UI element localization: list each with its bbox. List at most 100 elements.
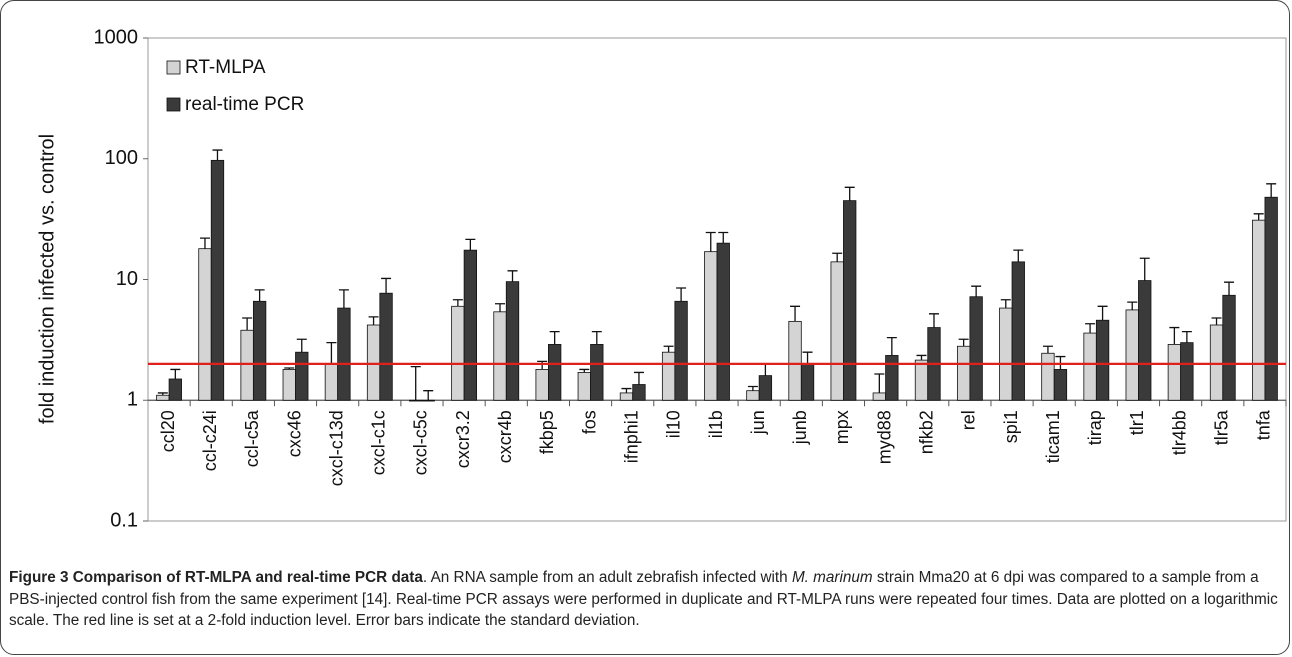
x-tick-label: nfkb2 (916, 410, 936, 454)
x-tick-label: ccl-c24i (200, 410, 220, 471)
x-tick-label: cxcr3.2 (453, 410, 473, 468)
error-bar (452, 299, 463, 307)
bar (1095, 319, 1110, 401)
error-bar (832, 252, 843, 262)
bar (619, 392, 634, 401)
bar (716, 242, 730, 401)
bar (674, 300, 688, 401)
error-bar (958, 338, 969, 347)
bar (788, 320, 802, 401)
x-tick-label: il10 (664, 410, 684, 438)
bar (1264, 196, 1278, 401)
error-bar (971, 285, 982, 297)
error-bar (296, 338, 307, 353)
bar (1222, 294, 1236, 401)
bar (168, 378, 182, 401)
bar (493, 311, 507, 401)
bar (252, 300, 267, 401)
error-bar (199, 237, 210, 249)
bar (1138, 280, 1152, 401)
caption-species: M. marinum (791, 569, 873, 586)
bar (366, 324, 381, 401)
error-bar (928, 313, 939, 328)
x-tick-label: ccl-c5a (242, 409, 262, 467)
x-tick-label: tnfa (1254, 409, 1274, 440)
error-bar (1266, 183, 1277, 198)
bar (999, 307, 1013, 401)
bar (590, 344, 604, 401)
error-bar (157, 392, 168, 396)
caption-text: strain Mma20 at 6 dpi was compared to a … (9, 569, 1278, 629)
bar (198, 248, 212, 401)
bar (282, 369, 296, 401)
error-bar (633, 371, 644, 385)
error-bar (1139, 257, 1150, 281)
bar (661, 351, 676, 401)
bar (843, 200, 857, 401)
bar (421, 399, 435, 402)
x-tick-label: rel (959, 410, 979, 430)
bar (548, 344, 562, 401)
bar (1167, 344, 1182, 401)
bar (379, 292, 393, 401)
error-bar (284, 367, 295, 370)
bar (872, 392, 886, 401)
chart: fold induction infected vs. control 0.1 1… (36, 26, 1287, 531)
error-bar (549, 330, 560, 345)
x-tick-label: tlr1 (1127, 410, 1147, 435)
bar (1083, 332, 1097, 401)
error-bar (495, 303, 506, 312)
error-bar (1000, 299, 1011, 309)
bar (830, 261, 844, 401)
error-bar (410, 365, 421, 401)
error-bar (760, 363, 771, 376)
error-bar (802, 351, 813, 364)
x-tick-label: fkbp5 (537, 410, 557, 454)
error-bar (1253, 213, 1264, 221)
x-tick-label: cxcl-c1c (369, 410, 389, 475)
error-bar (874, 373, 885, 393)
legend-swatch (166, 60, 181, 75)
bar (324, 363, 339, 401)
caption: Figure 3 Comparison of RT-MLPA and real-… (9, 567, 1281, 632)
bar (1252, 219, 1266, 401)
error-bar (537, 360, 548, 370)
error-bar (747, 385, 758, 391)
caption-text: . An RNA sample from an adult zebrafish … (422, 569, 792, 586)
bar (885, 355, 899, 401)
error-bar (381, 277, 392, 294)
y-tick-label: 0.1 (110, 509, 138, 531)
bar (535, 369, 549, 401)
x-tick-label: cxcl-c13d (326, 410, 346, 486)
bar (1125, 309, 1139, 401)
bar (758, 375, 773, 401)
error-bar (170, 368, 181, 379)
bar (914, 359, 929, 401)
bar (956, 345, 971, 401)
bar (800, 363, 815, 401)
legend-label: real-time PCR (185, 94, 304, 115)
bar (505, 281, 520, 401)
error-bar (718, 231, 729, 244)
bar (746, 390, 760, 401)
x-tick-label: ticam1 (1043, 410, 1063, 463)
x-tick-label: ifnphi1 (621, 410, 641, 463)
y-tick-label: 1000 (94, 26, 139, 48)
error-bar (507, 270, 518, 282)
bar (969, 296, 983, 401)
x-tick-label: cxc46 (284, 410, 304, 457)
bar (1041, 352, 1055, 401)
bar (337, 307, 351, 401)
bar (409, 399, 423, 402)
error-bar (844, 186, 855, 201)
y-tick-label: 1 (127, 389, 138, 411)
error-bar (1042, 345, 1053, 354)
error-bar (790, 305, 801, 322)
legend-swatch (166, 97, 181, 112)
error-bar (591, 330, 602, 345)
y-tick-label: 10 (116, 268, 138, 290)
x-tick-label: spi1 (1001, 410, 1021, 443)
error-bar (916, 354, 927, 361)
error-bar (1097, 305, 1108, 321)
